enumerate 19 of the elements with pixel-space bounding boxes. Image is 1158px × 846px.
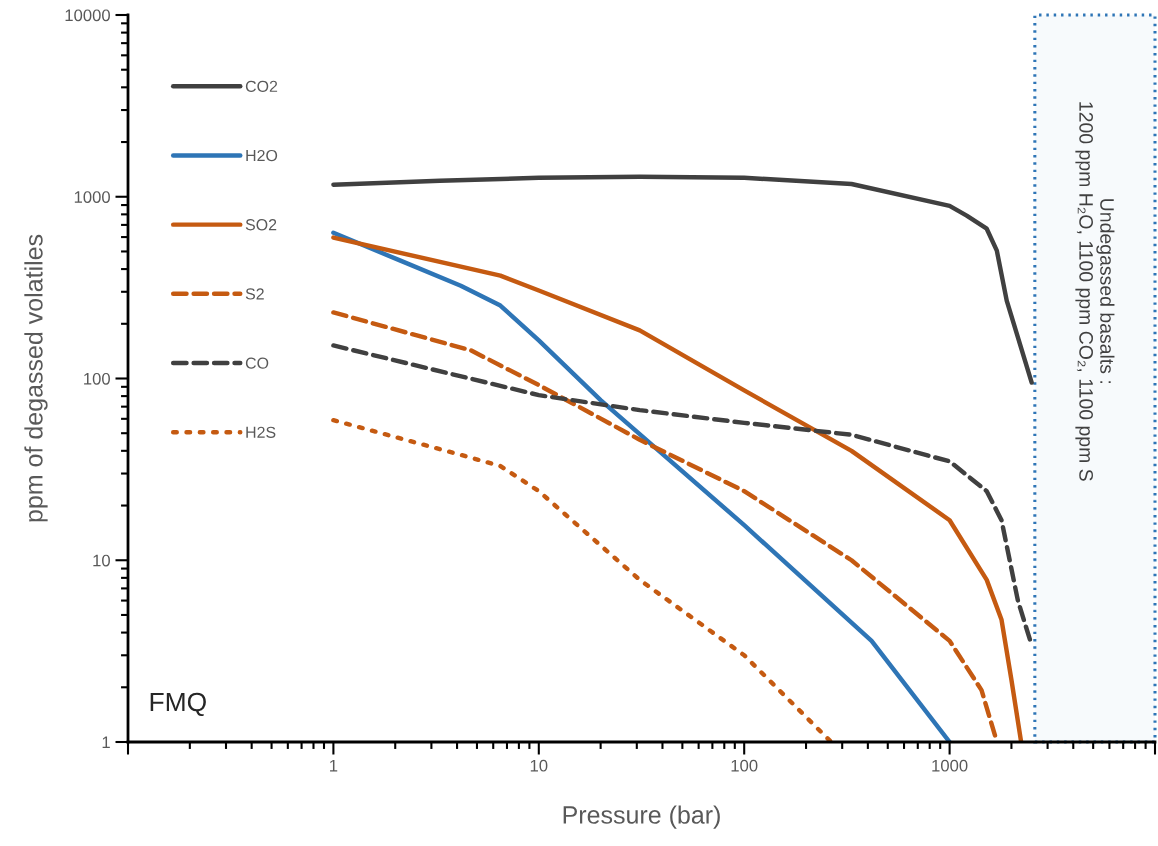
band-label: Undegassed basalts : 1200 ppm H₂O, 1100 ppm CO₂, 1100 ppm S <box>1075 102 1115 481</box>
y-tick-label: 1 <box>102 736 110 749</box>
x-tick-label: 10 <box>530 759 548 772</box>
y-tick-label: 100 <box>84 372 110 385</box>
legend-label: H2S <box>246 426 276 438</box>
y-axis-title: ppm of degassed volatiles <box>24 234 48 522</box>
x-tick-label: 100 <box>731 759 758 772</box>
y-tick-label: 1000 <box>74 191 110 203</box>
annotation: FMQ <box>150 692 206 717</box>
legend-label: CO <box>245 357 269 369</box>
y-tick-label: 10 <box>93 554 110 567</box>
x-axis-title: Pressure (bar) <box>563 805 720 829</box>
x-tick-label: 1 <box>330 759 338 772</box>
x-tick-label: 1000 <box>932 759 968 772</box>
legend-label: CO2 <box>245 80 278 92</box>
legend-label: SO2 <box>245 219 277 231</box>
legend-label: S2 <box>245 288 264 300</box>
legend-label: H2O <box>246 149 278 162</box>
y-tick-label: 10000 <box>65 9 110 22</box>
